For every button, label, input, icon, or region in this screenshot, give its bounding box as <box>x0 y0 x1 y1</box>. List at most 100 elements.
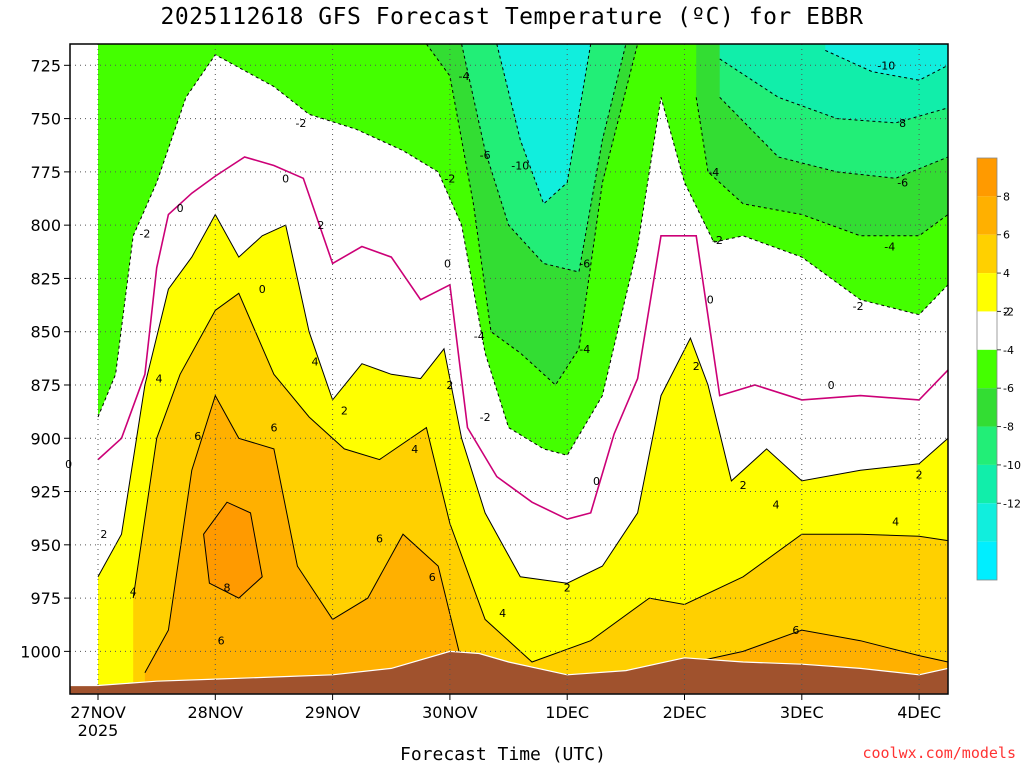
contour-line-1 <box>97 54 949 456</box>
y-tick-label-10: 975 <box>30 589 61 608</box>
contour-label-4: -2 <box>853 300 864 313</box>
contour-label-13: -2 <box>480 411 491 424</box>
contour-label-23: -2 <box>139 228 150 241</box>
contour-label-14: -4 <box>708 166 719 179</box>
contour-label-7: -6 <box>480 149 491 162</box>
fill-region-warm-1 <box>133 293 948 694</box>
contour-label-17: 2 <box>693 360 700 373</box>
fill-region-8 <box>203 502 263 599</box>
contour-label-44: 6 <box>218 635 225 648</box>
contour-label-45: 6 <box>792 624 799 637</box>
contour-label-33: 4 <box>155 373 162 386</box>
y-tick-label-1: 750 <box>30 110 61 129</box>
contour-label-24: -2 <box>295 117 306 130</box>
contour-label-39: 4 <box>772 498 779 511</box>
contour-line-12 <box>203 501 263 599</box>
contour-label-20: 0 <box>177 202 184 215</box>
contour-label-1: 8 <box>899 117 906 130</box>
plot-frame <box>69 43 949 695</box>
contour-layer <box>97 43 949 684</box>
contour-label-9: -2 <box>444 172 455 185</box>
contour-label-layer: -10 8 -6 -4 -2 0 -4 -6 -10 -2 -6 -4 -4 -2 -4 -2 0 2 0 0 0 0 0 -… <box>65 59 923 648</box>
contour-label-30: 2 <box>564 581 571 594</box>
axes-layer: 725750775800825850875900925950975100027N… <box>20 43 949 740</box>
contour-label-12: -4 <box>474 330 485 343</box>
colorbar-label-1: 6 <box>1003 229 1010 242</box>
colorbar-swatch-8 <box>977 464 997 504</box>
colorbar-swatch-7 <box>977 426 997 465</box>
fill-layer <box>70 44 948 694</box>
x-tick-label-1: 28NOV <box>188 703 244 722</box>
contour-label-6: -4 <box>458 70 469 83</box>
x-tick-label-0: 27NOV <box>70 703 126 722</box>
y-tick-label-5: 850 <box>30 323 61 342</box>
colorbar-label-7: -8 <box>1003 421 1014 434</box>
contour-label-5: 0 <box>828 379 835 392</box>
fill-region-6 <box>496 44 591 204</box>
colorbar-label-0: 8 <box>1003 190 1010 203</box>
y-tick-label-4: 825 <box>30 269 61 288</box>
colorbar-swatch-2 <box>977 234 997 274</box>
contour-label-40: 6 <box>194 430 201 443</box>
y-tick-label-3: 800 <box>30 216 61 235</box>
colorbar-label-5: -4 <box>1003 344 1014 357</box>
colorbar-frame <box>976 157 998 581</box>
contour-label-16: 0 <box>707 294 714 307</box>
colorbar-label-9: -12 <box>1003 497 1021 510</box>
grid-layer <box>70 44 948 694</box>
contour-label-32: 2 <box>916 468 923 481</box>
fill-region-warm-2 <box>144 395 948 694</box>
contour-label-34: 4 <box>312 356 319 369</box>
contour-label-18: 0 <box>444 258 451 271</box>
contour-label-37: 4 <box>130 586 137 599</box>
ground-layer <box>69 650 949 695</box>
chart-title: 2025112618 GFS Forecast Temperature (ºC)… <box>160 4 864 30</box>
contour-label-8: -10 <box>511 159 529 172</box>
contour-label-3: -4 <box>884 240 895 253</box>
contour-line-5 <box>719 96 949 179</box>
contour-label-46: 8 <box>224 581 231 594</box>
credit-link[interactable]: coolwx.com/models <box>862 744 1016 762</box>
contour-label-31: 2 <box>740 479 747 492</box>
contour-line-4 <box>461 43 627 273</box>
colorbar-label-4: -2 <box>1003 305 1014 318</box>
colorbar-swatch-3 <box>977 273 997 312</box>
contour-label-2: -6 <box>897 177 908 190</box>
contour-label-11: -4 <box>579 343 590 356</box>
contour-label-21: 0 <box>259 283 266 296</box>
contour-line-10 <box>132 292 949 663</box>
contour-label-26: 2 <box>317 219 324 232</box>
y-tick-label-9: 950 <box>30 536 61 555</box>
y-tick-label-7: 900 <box>30 429 61 448</box>
contour-label-36: 4 <box>499 607 506 620</box>
contour-label-25: 0 <box>65 458 72 471</box>
contour-label-10: -6 <box>579 258 590 271</box>
colorbar-swatch-10 <box>977 541 997 580</box>
contour-line-11 <box>144 394 949 684</box>
fill-region-7 <box>825 44 948 81</box>
contour-label-22: 0 <box>593 475 600 488</box>
colorbar-swatch-4 <box>977 311 997 350</box>
colorbar-swatch-6 <box>977 388 997 427</box>
x-tick-label-3: 30NOV <box>422 703 478 722</box>
x-tick-sublabel-0: 2025 <box>78 721 119 740</box>
contour-label-19: 0 <box>282 172 289 185</box>
x-tick-label-2: 29NOV <box>305 703 361 722</box>
contour-line-0 <box>97 156 949 521</box>
x-tick-label-5: 2DEC <box>663 703 707 722</box>
y-tick-label-0: 725 <box>30 56 61 75</box>
contour-line-8 <box>825 49 949 81</box>
contour-label-0: -10 <box>877 59 895 72</box>
contour-line-9 <box>97 213 949 584</box>
y-tick-label-2: 775 <box>30 163 61 182</box>
contour-label-35: 4 <box>411 443 418 456</box>
x-tick-label-7: 4DEC <box>897 703 941 722</box>
colorbar-swatch-9 <box>977 503 997 542</box>
contour-label-43: 6 <box>429 571 436 584</box>
y-tick-label-6: 875 <box>30 376 61 395</box>
y-tick-label-11: 1000 <box>20 642 61 661</box>
y-tick-label-8: 925 <box>30 483 61 502</box>
x-tick-label-6: 3DEC <box>780 703 824 722</box>
colorbar-label-2: 4 <box>1003 267 1010 280</box>
